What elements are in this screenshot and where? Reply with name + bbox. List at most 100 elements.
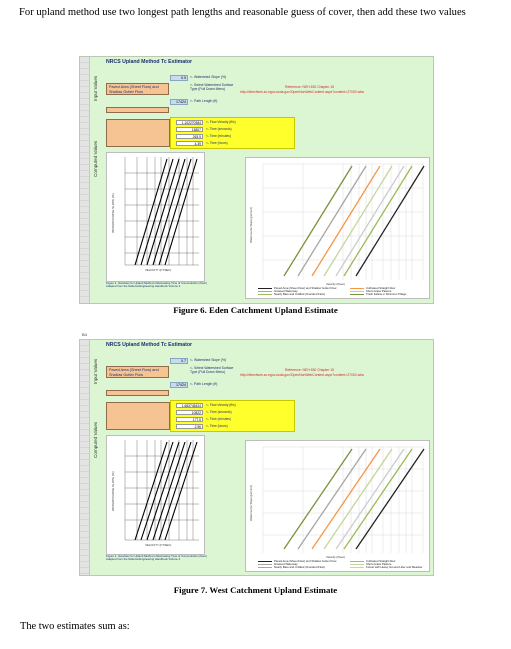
row-number-cell[interactable] (80, 472, 89, 478)
row-number-cell[interactable] (80, 574, 89, 575)
row-number-cell[interactable] (80, 99, 89, 105)
row-number-cell[interactable] (80, 129, 89, 135)
row-number-cell[interactable] (80, 394, 89, 400)
row-number-cell[interactable] (80, 165, 89, 171)
row-number-cell[interactable] (80, 105, 89, 111)
row-number-cell[interactable] (80, 207, 89, 213)
slope-value[interactable]: 0.9 (170, 75, 188, 81)
row-number-cell[interactable] (80, 231, 89, 237)
legend-swatch (350, 294, 364, 295)
path-length-value[interactable]: 17424 (170, 382, 188, 388)
row-number-cell[interactable] (80, 195, 89, 201)
path-length-value[interactable]: 17424 (170, 99, 188, 105)
row-number-cell[interactable] (80, 418, 89, 424)
row-number-cell[interactable] (80, 153, 89, 159)
row-number-cell[interactable] (80, 532, 89, 538)
row-number-cell[interactable] (80, 291, 89, 297)
row-number-cell[interactable] (80, 267, 89, 273)
surface-type-label: Paved Area (Sheet Flow) and Shallow Gutt… (109, 85, 159, 94)
row-number-cell[interactable] (80, 454, 89, 460)
row-number-cell[interactable] (80, 550, 89, 556)
row-number-cell[interactable] (80, 340, 89, 346)
row-number-cell[interactable] (80, 400, 89, 406)
legend-label: Grassed Waterway (274, 289, 298, 293)
row-number-cell[interactable] (80, 460, 89, 466)
row-number-cell[interactable] (80, 123, 89, 129)
legend-swatch (350, 291, 364, 292)
nomograph-xlabel: VELOCITY (FT/SEC) (145, 268, 172, 272)
row-number-cell[interactable] (80, 213, 89, 219)
nomograph-ylabel: WATERCOURSE SLOPE (%) (111, 471, 115, 511)
row-number-cell[interactable] (80, 111, 89, 117)
row-number-cell[interactable] (80, 544, 89, 550)
row-number-cell[interactable] (80, 466, 89, 472)
row-number-cell[interactable] (80, 484, 89, 490)
row-number-cell[interactable] (80, 93, 89, 99)
row-number-cell[interactable] (80, 201, 89, 207)
row-number-cell[interactable] (80, 171, 89, 177)
row-number-cell[interactable] (80, 69, 89, 75)
velocity-value: 1.683745424 (176, 403, 203, 408)
row-number-cell[interactable] (80, 183, 89, 189)
row-number-cell[interactable] (80, 352, 89, 358)
row-number-cell[interactable] (80, 406, 89, 412)
row-number-cell[interactable] (80, 249, 89, 255)
row-number-cell[interactable] (80, 424, 89, 430)
row-number-cell[interactable] (80, 502, 89, 508)
surface-type-box[interactable]: Paved Area (Sheet Flow) and Shallow Gutt… (106, 366, 169, 378)
row-number-cell[interactable] (80, 412, 89, 418)
row-number-cell[interactable] (80, 117, 89, 123)
row-number-cell[interactable] (80, 243, 89, 249)
row-number-cell[interactable] (80, 526, 89, 532)
row-number-cell[interactable] (80, 225, 89, 231)
row-number-cell[interactable] (80, 358, 89, 364)
row-number-cell[interactable] (80, 273, 89, 279)
row-number-cell[interactable] (80, 141, 89, 147)
row-number-cell[interactable] (80, 556, 89, 562)
row-number-cell[interactable] (80, 382, 89, 388)
row-number-cell[interactable] (80, 189, 89, 195)
row-number-cell[interactable] (80, 520, 89, 526)
row-number-cell[interactable] (80, 237, 89, 243)
row-header-column (80, 340, 90, 575)
row-number-cell[interactable] (80, 285, 89, 291)
row-number-cell[interactable] (80, 490, 89, 496)
reference-url[interactable]: http://directives.sc.egov.usda.gov/OpenN… (240, 373, 364, 377)
formula-bar-cell-ref[interactable]: B4 (82, 332, 87, 337)
row-number-cell[interactable] (80, 279, 89, 285)
row-number-cell[interactable] (80, 568, 89, 574)
row-number-cell[interactable] (80, 388, 89, 394)
row-number-cell[interactable] (80, 376, 89, 382)
row-number-cell[interactable] (80, 87, 89, 93)
row-number-cell[interactable] (80, 508, 89, 514)
row-number-cell[interactable] (80, 430, 89, 436)
row-number-cell[interactable] (80, 177, 89, 183)
row-number-cell[interactable] (80, 147, 89, 153)
row-number-cell[interactable] (80, 135, 89, 141)
reference-url[interactable]: http://directives.sc.egov.usda.gov/OpenN… (240, 90, 364, 94)
row-number-cell[interactable] (80, 442, 89, 448)
row-number-cell[interactable] (80, 81, 89, 87)
row-number-cell[interactable] (80, 261, 89, 267)
row-number-cell[interactable] (80, 57, 89, 63)
row-number-cell[interactable] (80, 514, 89, 520)
surface-type-box[interactable]: Paved Area (Sheet Flow) and Shallow Gutt… (106, 83, 169, 95)
reference-text: Reference: NEH 630 Chapter 15 (285, 368, 335, 372)
row-number-cell[interactable] (80, 538, 89, 544)
row-number-cell[interactable] (80, 63, 89, 69)
row-number-cell[interactable] (80, 370, 89, 376)
velocity-value: 1.102270384 (176, 120, 203, 125)
row-number-cell[interactable] (80, 255, 89, 261)
row-number-cell[interactable] (80, 159, 89, 165)
row-number-cell[interactable] (80, 496, 89, 502)
slope-value[interactable]: 0.7 (170, 358, 188, 364)
row-number-cell[interactable] (80, 346, 89, 352)
row-number-cell[interactable] (80, 75, 89, 81)
graph-ylabel: Watercourse Slope (percent) (249, 485, 253, 521)
row-number-cell[interactable] (80, 562, 89, 568)
row-number-cell[interactable] (80, 478, 89, 484)
row-number-cell[interactable] (80, 436, 89, 442)
row-number-cell[interactable] (80, 364, 89, 370)
row-number-cell[interactable] (80, 448, 89, 454)
row-number-cell[interactable] (80, 219, 89, 225)
